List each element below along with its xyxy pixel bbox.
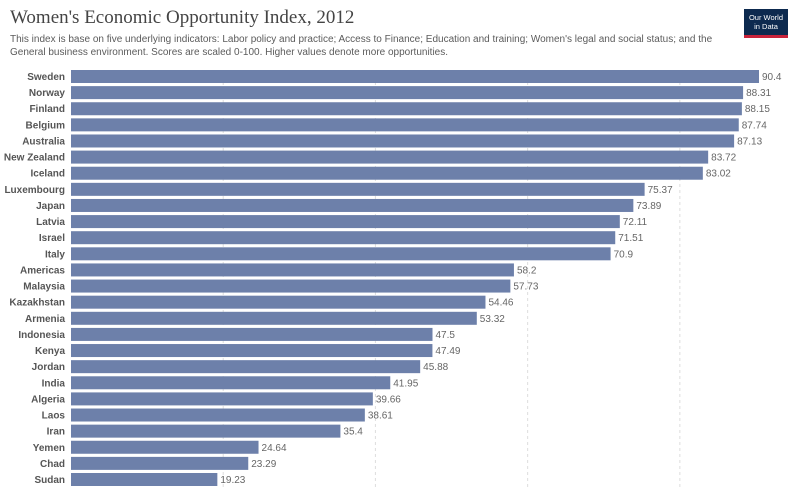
value-label: 45.88 (423, 362, 448, 373)
value-label: 54.46 (488, 298, 513, 309)
category-label: Latvia (36, 217, 65, 228)
bar-algeria[interactable] (71, 392, 373, 406)
category-label: New Zealand (4, 153, 65, 164)
bar-americas[interactable] (71, 263, 514, 277)
bar-israel[interactable] (71, 231, 616, 245)
category-label: India (42, 378, 66, 389)
value-label: 23.29 (251, 459, 276, 470)
bar-australia[interactable] (71, 134, 735, 148)
category-label: Kenya (35, 346, 65, 357)
category-label: Americas (20, 265, 65, 276)
bar-finland[interactable] (71, 102, 742, 116)
value-label: 71.51 (618, 233, 643, 244)
bar-sweden[interactable] (71, 70, 759, 83)
value-label: 47.49 (435, 346, 460, 357)
value-label: 83.02 (706, 169, 731, 180)
value-label: 87.13 (737, 136, 762, 147)
bar-new-zealand[interactable] (71, 150, 709, 164)
bar-chad[interactable] (71, 456, 249, 470)
value-label: 72.11 (623, 217, 648, 228)
value-label: 88.31 (746, 88, 771, 99)
bar-japan[interactable] (71, 198, 634, 212)
chart-subtitle: This index is base on five underlying in… (10, 34, 713, 58)
category-label: Belgium (26, 120, 66, 131)
category-label: Israel (39, 233, 65, 244)
bar-italy[interactable] (71, 247, 611, 261)
category-label: Yemen (33, 443, 65, 454)
bar-yemen[interactable] (71, 440, 259, 454)
logo-line-2: in Data (754, 22, 778, 31)
value-label: 53.32 (480, 314, 505, 325)
bar-malaysia[interactable] (71, 279, 511, 293)
category-label: Chad (40, 459, 65, 470)
bar-iran[interactable] (71, 424, 341, 438)
category-label: Kazakhstan (9, 298, 65, 309)
category-label: Luxembourg (4, 185, 65, 196)
value-label: 41.95 (393, 378, 418, 389)
category-label: Iceland (31, 169, 65, 180)
value-label: 57.73 (513, 282, 538, 293)
category-label: Australia (22, 136, 65, 147)
value-label: 90.4 (762, 72, 782, 83)
bar-india[interactable] (71, 376, 391, 390)
bar-luxembourg[interactable] (71, 182, 645, 196)
category-label: Malaysia (23, 282, 65, 293)
chart-title: Women's Economic Opportunity Index, 2012 (10, 7, 355, 28)
bar-norway[interactable] (71, 86, 744, 100)
bar-armenia[interactable] (71, 311, 477, 325)
bar-indonesia[interactable] (71, 327, 433, 341)
bar-iceland[interactable] (71, 166, 703, 180)
category-label: Sweden (27, 72, 65, 83)
value-label: 75.37 (648, 185, 673, 196)
category-label: Algeria (31, 394, 65, 405)
category-label: Italy (45, 249, 65, 260)
bar-latvia[interactable] (71, 215, 620, 229)
value-label: 83.72 (711, 153, 736, 164)
value-label: 73.89 (636, 201, 661, 212)
category-label: Jordan (32, 362, 65, 373)
category-label: Norway (29, 88, 66, 99)
labels: Sweden 90.4 Norway 88.31 Finland 88.15 Belgium… (4, 72, 782, 486)
value-label: 88.15 (745, 104, 770, 115)
logo-line-1: Our World (748, 13, 784, 22)
value-label: 39.66 (376, 394, 401, 405)
value-label: 70.9 (614, 249, 634, 260)
category-label: Sudan (34, 475, 65, 486)
bar-belgium[interactable] (71, 118, 739, 132)
value-label: 35.4 (343, 427, 363, 438)
value-label: 24.64 (262, 443, 287, 454)
category-label: Japan (36, 201, 65, 212)
category-label: Finland (29, 104, 65, 115)
category-label: Armenia (25, 314, 65, 325)
bars (71, 70, 759, 486)
category-label: Iran (47, 427, 65, 438)
bar-sudan[interactable] (71, 473, 218, 486)
category-label: Laos (42, 411, 66, 422)
value-label: 38.61 (368, 411, 393, 422)
owid-logo[interactable]: Our World in Data (744, 9, 788, 38)
bar-kenya[interactable] (71, 344, 433, 358)
value-label: 19.23 (220, 475, 245, 486)
value-label: 58.2 (517, 265, 537, 276)
bar-jordan[interactable] (71, 360, 421, 374)
bar-laos[interactable] (71, 408, 365, 422)
bar-kazakhstan[interactable] (71, 295, 486, 309)
value-label: 47.5 (436, 330, 456, 341)
value-label: 87.74 (742, 120, 767, 131)
category-label: Indonesia (18, 330, 65, 341)
